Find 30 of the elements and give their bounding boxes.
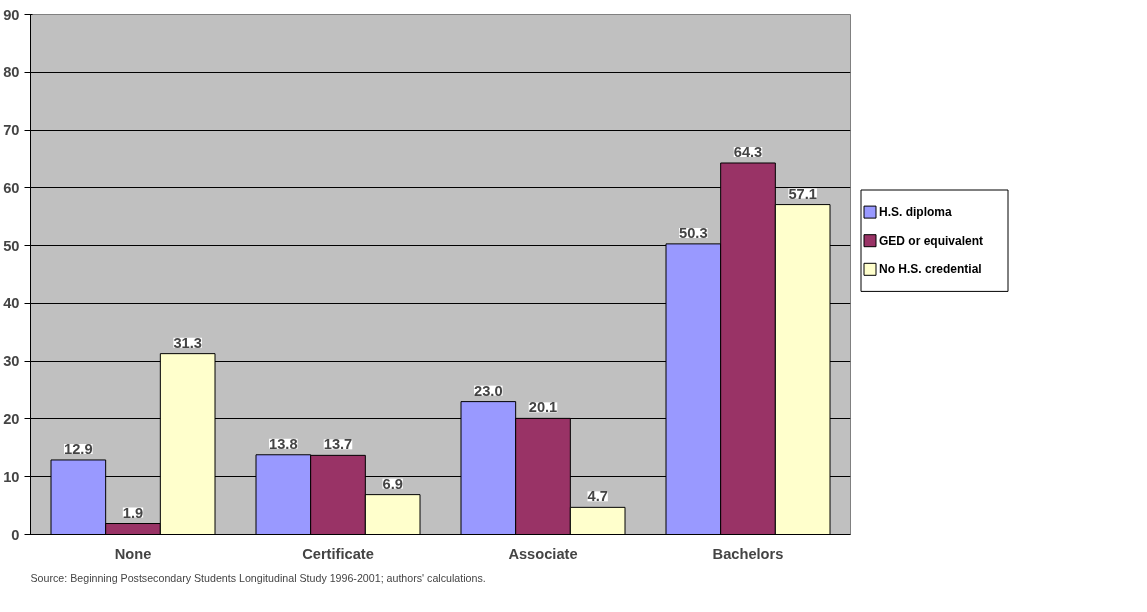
data-label: 13.7 (323, 436, 353, 453)
y-tick-label: 70 (3, 122, 20, 139)
x-tick-label: Associate (508, 545, 578, 562)
legend-label: H.S. diploma (879, 205, 952, 220)
y-tick-label: 20 (3, 410, 20, 427)
data-label: 31.3 (173, 334, 202, 351)
data-label: 12.9 (64, 440, 93, 457)
y-tick-label: 30 (3, 353, 20, 370)
x-tick-label: None (114, 545, 152, 562)
data-label: 1.9 (122, 504, 144, 521)
data-label: 64.3 (733, 143, 763, 160)
data-label: 23.0 (474, 382, 503, 399)
data-label: 57.1 (788, 185, 817, 202)
data-label: 6.9 (382, 475, 403, 492)
data-label: 13.8 (269, 435, 298, 452)
data-label: 50.3 (679, 224, 708, 241)
data-label: 20.1 (528, 399, 558, 416)
y-tick-label: 90 (3, 6, 20, 23)
data-label: 4.7 (587, 488, 608, 505)
y-tick-label: 40 (3, 295, 20, 312)
source-note: Source: Beginning Postsecondary Students Longitudinal Study 1996-2001; authors' calculations. (30, 571, 486, 584)
y-tick-label: 50 (3, 237, 20, 254)
x-tick-label: Certificate (302, 545, 374, 562)
y-tick-label: 0 (11, 526, 20, 543)
y-tick-label: 10 (3, 468, 20, 485)
y-tick-label: 60 (3, 179, 20, 196)
legend-label: No H.S. credential (879, 262, 982, 277)
x-tick-label: Bachelors (712, 545, 784, 562)
legend-label: GED or equivalent (879, 233, 984, 248)
y-tick-label: 80 (3, 64, 20, 81)
